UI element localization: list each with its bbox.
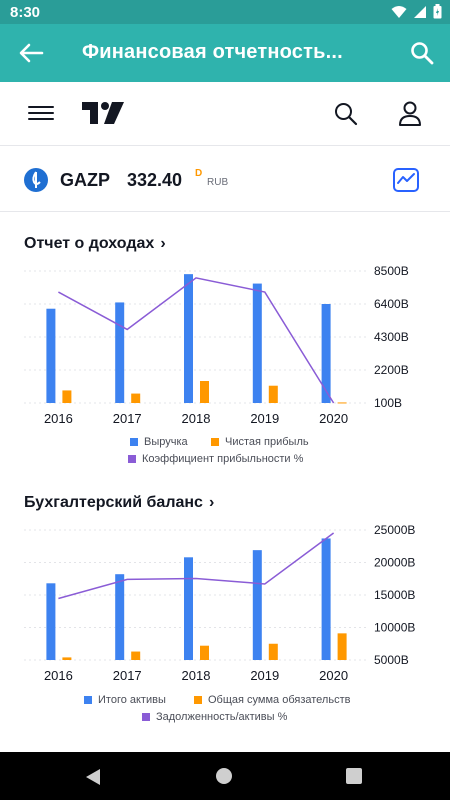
- income-y-tick-label: 2200B: [374, 363, 409, 377]
- income-bar-secondary[interactable]: [131, 393, 141, 403]
- legend-total-liabilities-label: Общая сумма обязательств: [208, 694, 351, 706]
- header-search-icon[interactable]: [332, 100, 360, 128]
- balance-bar-secondary[interactable]: [200, 645, 209, 660]
- symbol-header: GAZP 332.40 D RUB: [0, 146, 450, 212]
- symbol-currency: RUB: [207, 177, 229, 188]
- legend-profit-margin: Коэффициент прибыльности %: [128, 453, 303, 465]
- status-time: 8:30: [10, 4, 41, 21]
- delay-badge: D: [195, 168, 203, 179]
- balance-x-tick-label: 2019: [250, 668, 279, 683]
- section-title-income[interactable]: Отчет о доходах ›: [24, 235, 166, 253]
- legend-total-assets-label: Итого активы: [98, 694, 166, 706]
- balance-x-tick-label: 2020: [319, 668, 348, 683]
- balance-bar-secondary[interactable]: [131, 651, 141, 660]
- battery-icon: [433, 4, 442, 19]
- symbol-ticker[interactable]: GAZP: [60, 170, 111, 190]
- income-bar-secondary[interactable]: [268, 385, 278, 403]
- income-bar-primary[interactable]: [252, 283, 262, 403]
- income-bar-secondary[interactable]: [337, 402, 347, 404]
- nav-home-icon[interactable]: [216, 768, 232, 784]
- open-chart-button[interactable]: [393, 168, 419, 192]
- legend-revenue-label: Выручка: [144, 436, 188, 448]
- balance-y-tick-label: 15000B: [374, 588, 415, 602]
- balance-bar-secondary[interactable]: [337, 633, 347, 660]
- legend-total-liabilities: Общая сумма обязательств: [194, 694, 350, 706]
- site-header: [0, 82, 450, 146]
- balance-bar-primary[interactable]: [46, 583, 56, 660]
- chevron-right-icon: ›: [160, 235, 166, 252]
- balance-y-tick-label: 20000B: [374, 556, 415, 570]
- income-bar-primary[interactable]: [46, 308, 56, 403]
- balance-y-tick-label: 25000B: [374, 523, 415, 537]
- legend-total-assets: Итого активы: [84, 694, 166, 706]
- legend-debt-to-assets-label: Задолженность/активы %: [156, 711, 288, 723]
- balance-y-tick-label: 5000B: [374, 653, 409, 667]
- gazprom-logo-icon: [24, 168, 48, 192]
- hamburger-menu-icon[interactable]: [28, 102, 54, 126]
- app-bar-title: Финансовая отчетность...: [82, 41, 343, 63]
- symbol-price: 332.40: [127, 170, 183, 190]
- income-x-tick-label: 2020: [319, 411, 348, 425]
- legend-revenue: Выручка: [130, 436, 188, 448]
- system-nav-bar: [0, 752, 450, 800]
- signal-icon: [414, 5, 426, 18]
- income-y-tick-label: 4300B: [374, 330, 409, 344]
- balance-y-tick-label: 10000B: [374, 621, 415, 635]
- legend-debt-to-assets: Задолженность/активы %: [142, 711, 287, 723]
- nav-back-icon[interactable]: [84, 768, 102, 786]
- nav-recents-icon[interactable]: [346, 768, 362, 784]
- balance-bar-primary[interactable]: [184, 557, 193, 660]
- balance-bar-primary[interactable]: [252, 550, 262, 660]
- chart-line-icon: [397, 173, 415, 184]
- app-bar: Финансовая отчетность...: [0, 24, 450, 82]
- chevron-right-icon: ›: [208, 494, 215, 511]
- section-title-balance-label: Бухгалтерский баланс: [24, 494, 203, 511]
- legend-profit-margin-label: Коэффициент прибыльности %: [142, 453, 304, 465]
- income-y-tick-label: 6400B: [374, 297, 409, 311]
- income-bar-primary[interactable]: [321, 304, 331, 403]
- back-arrow-icon[interactable]: [16, 39, 46, 67]
- tradingview-logo-icon[interactable]: [82, 102, 124, 124]
- income-x-tick-label: 2016: [44, 411, 73, 425]
- section-title-income-label: Отчет о доходах: [24, 235, 155, 252]
- wifi-icon: [391, 5, 407, 18]
- balance-bar-secondary[interactable]: [268, 643, 278, 660]
- balance-x-tick-label: 2016: [44, 668, 73, 683]
- income-bar-secondary[interactable]: [200, 381, 209, 403]
- income-bar-primary[interactable]: [115, 302, 125, 403]
- income-x-tick-label: 2017: [113, 411, 142, 425]
- income-y-tick-label: 100B: [374, 396, 402, 410]
- section-title-balance[interactable]: Бухгалтерский баланс ›: [24, 494, 214, 512]
- status-bar: 8:30: [0, 0, 450, 24]
- income-ratio-line[interactable]: [58, 277, 335, 404]
- income-chart: 8500B 6400B 4300B 2200B 100B 2016 2017 2018 2019…: [24, 264, 409, 425]
- balance-bar-primary[interactable]: [321, 538, 331, 660]
- legend-net-income-label: Чистая прибыль: [225, 436, 309, 448]
- user-icon[interactable]: [396, 100, 424, 128]
- balance-bar-primary[interactable]: [115, 574, 125, 660]
- balance-ratio-line[interactable]: [58, 532, 335, 600]
- legend-net-income: Чистая прибыль: [211, 436, 309, 448]
- income-x-tick-label: 2018: [182, 411, 211, 425]
- income-bar-secondary[interactable]: [62, 390, 72, 403]
- status-icons: [391, 4, 442, 19]
- search-icon[interactable]: [408, 39, 436, 67]
- balance-bar-secondary[interactable]: [62, 657, 72, 660]
- balance-x-tick-label: 2018: [182, 668, 211, 683]
- income-bar-primary[interactable]: [184, 274, 193, 403]
- balance-chart: 25000B 20000B 15000B 10000B 5000B 2016 2017 201…: [24, 523, 415, 683]
- balance-x-tick-label: 2017: [113, 668, 142, 683]
- income-x-tick-label: 2019: [250, 411, 279, 425]
- income-y-tick-label: 8500B: [374, 264, 409, 278]
